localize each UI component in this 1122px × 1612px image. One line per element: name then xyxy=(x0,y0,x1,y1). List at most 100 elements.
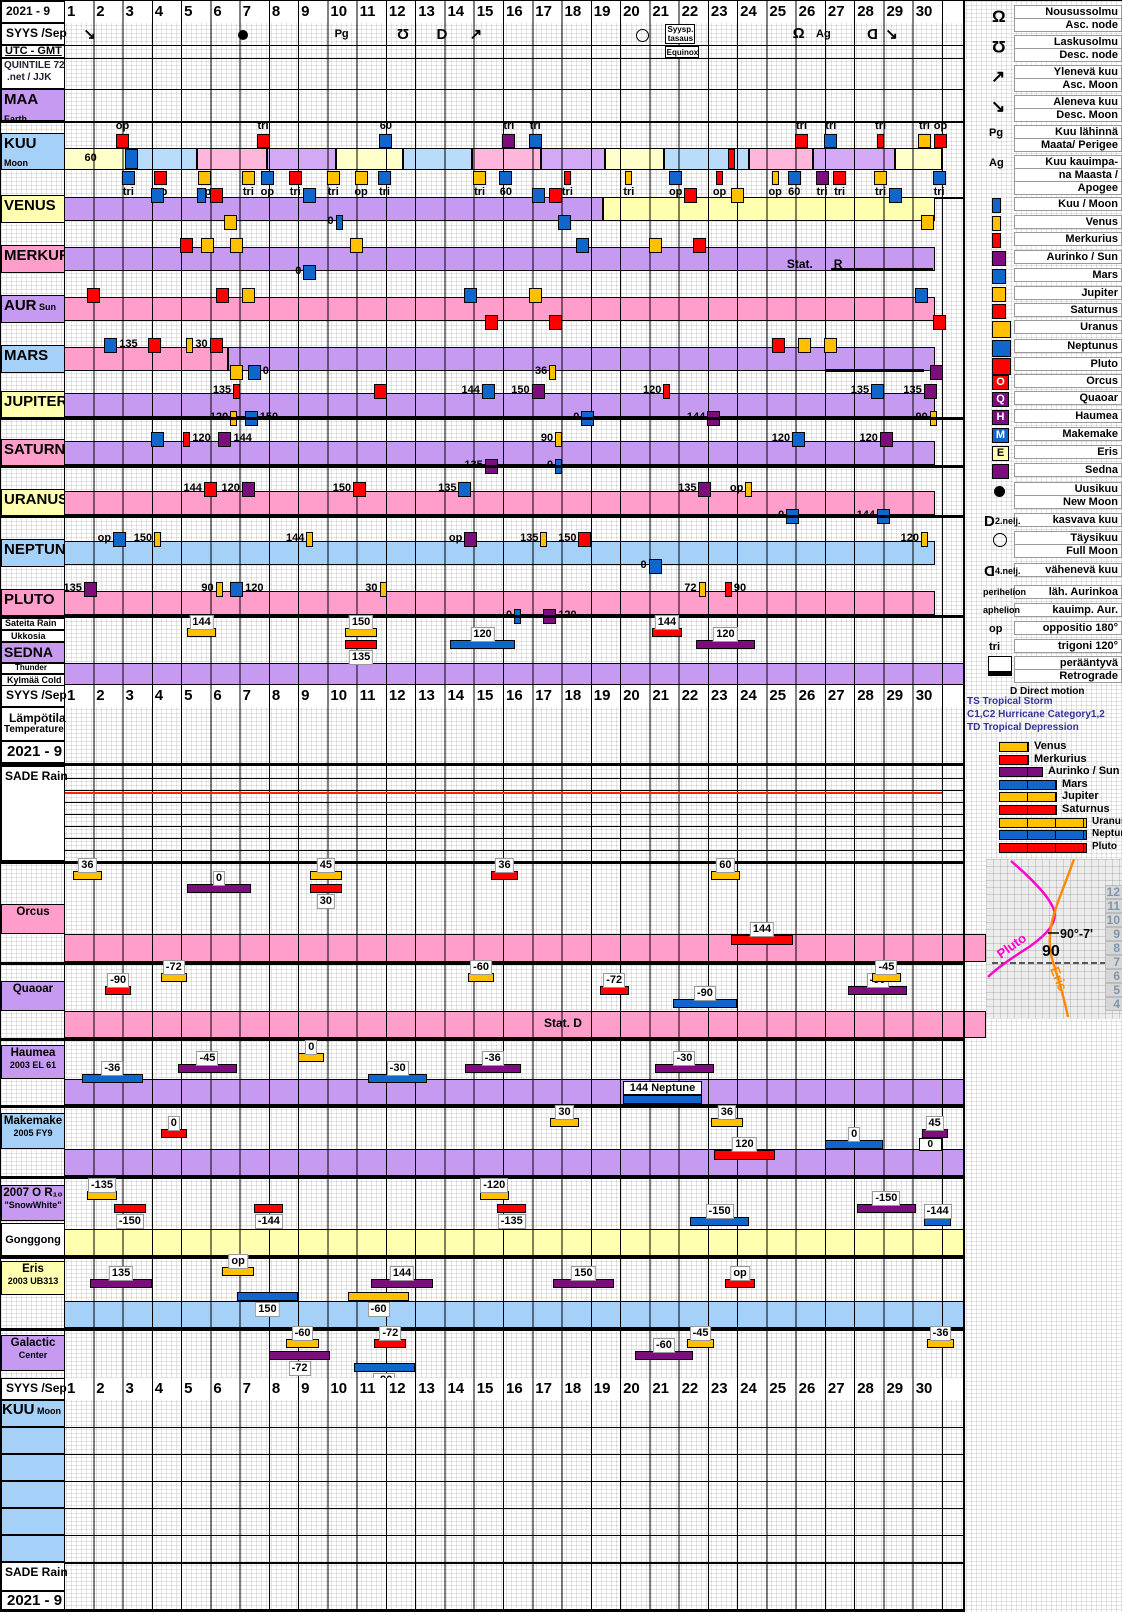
aspect-marker xyxy=(648,559,662,574)
aspect-value: 36 xyxy=(78,858,97,873)
aspect-marker xyxy=(932,171,946,185)
storm-legend-line: TD Tropical Depression xyxy=(967,722,1079,733)
legend-label: trigoni 120° xyxy=(1014,639,1122,653)
aspect-marker xyxy=(350,238,364,253)
aspect-marker xyxy=(288,171,302,185)
grid-line xyxy=(1,861,964,864)
day-number: 8 xyxy=(271,687,281,704)
row-label-venus: VENUS xyxy=(1,195,65,223)
stat-label: Stat. D xyxy=(543,1016,582,1030)
inset-axis-tick: 8 xyxy=(1105,941,1122,955)
day-number: 19 xyxy=(593,3,611,20)
day-number: 21 xyxy=(652,3,670,20)
aspect-marker xyxy=(625,171,633,185)
aspect-marker xyxy=(303,188,317,203)
sedna-rain-cell xyxy=(1,618,65,630)
legend-label: Uranus xyxy=(1014,320,1122,334)
row-label-or10: 2007 O R₁₀ "SnowWhite" xyxy=(1,1185,65,1221)
legend-color-box xyxy=(992,340,1011,357)
legend-bar-label: Pluto xyxy=(1092,840,1117,852)
aspect-marker xyxy=(464,288,478,303)
aspect-value: 30 xyxy=(195,338,208,350)
aspect-marker xyxy=(663,384,671,399)
aspect-marker xyxy=(795,134,809,148)
aspect-value: 135 xyxy=(63,582,82,594)
day-number: 20 xyxy=(623,3,640,20)
legend-label: oppositio 180° xyxy=(1014,621,1122,635)
day-number: 18 xyxy=(564,1380,582,1397)
grid-columns xyxy=(64,1,964,23)
aspect-marker xyxy=(648,238,662,253)
day-number: 11 xyxy=(359,3,376,20)
day-number: 2 xyxy=(96,1380,105,1397)
aspect-marker xyxy=(692,238,706,253)
day-number: 22 xyxy=(681,1380,699,1397)
aspect-value: -60 xyxy=(367,1302,390,1317)
legend-bar xyxy=(999,779,1057,790)
new-moon-icon xyxy=(994,486,1005,497)
aspect-marker xyxy=(932,315,946,330)
aspect-value: 0 xyxy=(305,1040,318,1055)
aspect-value: 150 xyxy=(511,384,530,396)
day-number: 20 xyxy=(623,1380,640,1397)
day-number: 22 xyxy=(681,3,699,20)
aspect-value: 120 xyxy=(245,582,264,594)
grid-columns xyxy=(64,685,964,707)
aspect-value: 120 xyxy=(713,627,738,642)
aspect-marker xyxy=(499,171,513,185)
aspect-name: tri xyxy=(918,120,930,132)
aspect-marker xyxy=(473,171,487,185)
day-number: 28 xyxy=(857,1380,874,1397)
aspect-name: tri xyxy=(327,186,339,198)
day-number: 7 xyxy=(242,3,251,20)
day-number: 8 xyxy=(271,1380,281,1397)
aspect-marker xyxy=(874,171,888,185)
kuu-bottom-cell xyxy=(1,1508,65,1535)
day-number: 26 xyxy=(798,687,816,704)
legend-symbol-text: op xyxy=(989,623,1003,635)
day-number: 30 xyxy=(915,3,933,20)
legend-label: Aleneva kuu xyxy=(1014,95,1122,109)
day-number: 1 xyxy=(67,1380,76,1397)
aspect-marker xyxy=(920,215,934,230)
aspect-value: op xyxy=(448,532,463,544)
row-label-quaoar: Quaoar xyxy=(1,981,65,1011)
row-label-jupiter: JUPITER xyxy=(1,391,65,419)
aspect-marker xyxy=(531,188,545,203)
grid-columns xyxy=(64,766,964,861)
legend-bar-label: Jupiter xyxy=(1062,790,1099,803)
legend-label: läh. Aurinkoa xyxy=(1014,585,1122,599)
first-quarter-icon: D xyxy=(984,513,995,530)
legend-label: Sedna xyxy=(1014,463,1122,477)
aspect-value: -150 xyxy=(115,1214,144,1229)
aspect-marker xyxy=(575,238,589,253)
aspect-name: op xyxy=(354,186,368,198)
aspect-value: -144 xyxy=(254,1214,283,1229)
grid-line xyxy=(64,1508,964,1509)
quintile-label: QUINTILE 72 xyxy=(4,60,65,71)
aspect-value: 135 xyxy=(119,338,138,350)
grid-line xyxy=(64,850,964,851)
legend-bar xyxy=(999,830,1087,841)
grid-columns xyxy=(64,45,964,58)
aspect-value: 60 xyxy=(716,858,735,873)
aspect-name: tri xyxy=(378,186,390,198)
legend-color-box xyxy=(992,287,1006,302)
row-label-sedna: SEDNA xyxy=(1,642,65,663)
aspect-value: 0 xyxy=(167,1116,180,1131)
grid-columns xyxy=(64,89,964,121)
aspect-value: 135 xyxy=(850,384,870,396)
aspect-name: 60 xyxy=(788,186,801,198)
aspect-name: tri xyxy=(529,120,541,132)
day-number: 14 xyxy=(447,1380,465,1397)
legend-label: na Maasta / xyxy=(1014,168,1122,182)
aspect-marker xyxy=(724,582,732,597)
day-number: 26 xyxy=(798,3,816,20)
aspect-marker xyxy=(233,384,241,399)
day-number: 23 xyxy=(710,1380,728,1397)
aspect-value: 0 xyxy=(848,1127,861,1142)
day-number: 14 xyxy=(447,3,465,20)
grid-line xyxy=(64,778,964,779)
legend-label: Maata/ Perigee xyxy=(1014,138,1122,152)
